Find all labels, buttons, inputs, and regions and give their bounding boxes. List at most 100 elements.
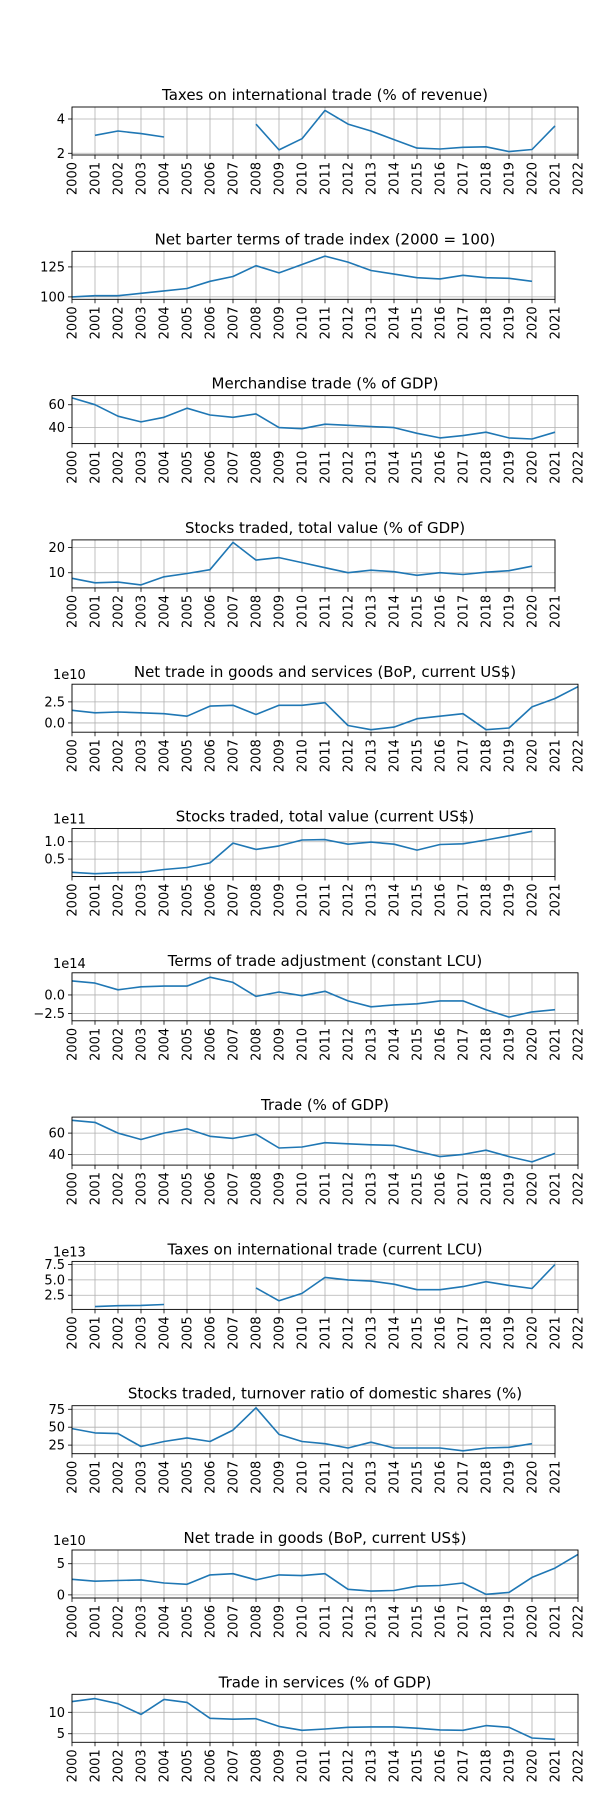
series-line bbox=[71, 1553, 579, 1596]
x-tick-label: 2002 bbox=[112, 162, 127, 195]
x-tick-label: 2009 bbox=[273, 306, 288, 339]
x-tick-label: 2006 bbox=[204, 1028, 219, 1061]
chart-panel-7: 2000 2001 2002 2003 2004 2005 2006 2007 2008 2009… bbox=[48, 1096, 586, 1205]
x-tick-label: 2003 bbox=[135, 739, 150, 772]
series-line bbox=[71, 830, 533, 875]
y-tick-label: 0 bbox=[57, 1588, 65, 1603]
x-tick-label: 2009 bbox=[273, 451, 288, 484]
x-tick-label: 2019 bbox=[503, 884, 518, 917]
x-tick-label: 2012 bbox=[342, 1605, 357, 1638]
y-tick-label: 0.0 bbox=[44, 988, 65, 1003]
x-tick-label: 2021 bbox=[549, 1749, 564, 1782]
x-tick-label: 2014 bbox=[388, 1749, 403, 1782]
x-tick-label: 2011 bbox=[319, 1172, 334, 1205]
x-tick-label: 2017 bbox=[457, 1749, 472, 1782]
x-tick-label: 2007 bbox=[227, 306, 242, 339]
x-tick-label: 2015 bbox=[411, 1172, 426, 1205]
x-tick-label: 2006 bbox=[204, 1749, 219, 1782]
chart-panel-6: 2000 2001 2002 2003 2004 2005 2006 2007 2008 2009… bbox=[33, 952, 586, 1061]
x-tick-label: 2007 bbox=[227, 451, 242, 484]
x-tick-label: 2012 bbox=[342, 451, 357, 484]
x-tick-label: 2009 bbox=[273, 1028, 288, 1061]
x-tick-label: 2006 bbox=[204, 1461, 219, 1494]
x-tick-label: 2015 bbox=[411, 1605, 426, 1638]
x-tick-label: 2019 bbox=[503, 451, 518, 484]
x-tick-label: 2015 bbox=[411, 739, 426, 772]
x-tick-label: 2011 bbox=[319, 884, 334, 917]
plot-frame bbox=[71, 1260, 579, 1310]
chart-title: Trade (% of GDP) bbox=[260, 1096, 389, 1114]
chart-title: Net trade in goods (BoP, current US$) bbox=[184, 1529, 467, 1547]
x-tick-label: 2005 bbox=[181, 162, 196, 195]
x-tick-label: 2009 bbox=[273, 162, 288, 195]
x-tick-label: 2011 bbox=[319, 1316, 334, 1349]
x-tick-label: 2005 bbox=[181, 595, 196, 628]
chart-title: Taxes on international trade (current LC… bbox=[167, 1240, 483, 1258]
x-tick-label: 2003 bbox=[135, 1605, 150, 1638]
x-tick-label: 2015 bbox=[411, 884, 426, 917]
x-tick-label: 2017 bbox=[457, 1028, 472, 1061]
y-tick-label: 1.0 bbox=[44, 835, 65, 850]
plot-frame bbox=[71, 1116, 579, 1166]
x-tick-label: 2014 bbox=[388, 451, 403, 484]
x-tick-label: 2011 bbox=[319, 739, 334, 772]
y-tick-label: 2 bbox=[57, 147, 65, 162]
y-tick-label: 60 bbox=[48, 398, 65, 413]
series-line bbox=[71, 685, 579, 731]
y-tick-label: 5.0 bbox=[44, 1273, 65, 1288]
x-tick-label: 2004 bbox=[158, 739, 173, 772]
x-tick-label: 2001 bbox=[89, 451, 104, 484]
y-tick-label: 2.5 bbox=[44, 1289, 65, 1304]
x-tick-label: 2020 bbox=[526, 1028, 541, 1061]
x-tick-label: 2010 bbox=[296, 739, 311, 772]
x-tick-label: 2010 bbox=[296, 1461, 311, 1494]
x-tick-label: 2012 bbox=[342, 1172, 357, 1205]
x-tick-label: 2016 bbox=[434, 1749, 449, 1782]
x-tick-label: 2010 bbox=[296, 884, 311, 917]
x-tick-label: 2014 bbox=[388, 1028, 403, 1061]
x-tick-label: 2006 bbox=[204, 884, 219, 917]
x-tick-label: 2005 bbox=[181, 739, 196, 772]
x-tick-label: 2007 bbox=[227, 1461, 242, 1494]
y-tick-label: 50 bbox=[48, 1421, 65, 1436]
x-tick-label: 2008 bbox=[250, 1172, 265, 1205]
x-tick-label: 2007 bbox=[227, 739, 242, 772]
chart-title: Terms of trade adjustment (constant LCU) bbox=[167, 952, 483, 970]
x-tick-label: 2001 bbox=[89, 1316, 104, 1349]
x-tick-label: 2004 bbox=[158, 884, 173, 917]
x-tick-label: 2016 bbox=[434, 1605, 449, 1638]
x-tick-label: 2013 bbox=[365, 739, 380, 772]
plot-frame bbox=[71, 539, 556, 589]
x-tick-label: 2021 bbox=[549, 595, 564, 628]
y-tick-label: 5 bbox=[57, 1557, 65, 1572]
chart-title: Net barter terms of trade index (2000 = … bbox=[155, 230, 496, 248]
axis-offset-text: 1e13 bbox=[53, 1245, 86, 1260]
x-tick-label: 2007 bbox=[227, 1028, 242, 1061]
x-tick-label: 2003 bbox=[135, 1172, 150, 1205]
x-tick-label: 2015 bbox=[411, 595, 426, 628]
x-tick-label: 2020 bbox=[526, 1172, 541, 1205]
x-tick-label: 2018 bbox=[480, 1172, 495, 1205]
y-tick-label: −2.5 bbox=[33, 1007, 65, 1022]
x-tick-label: 2012 bbox=[342, 1316, 357, 1349]
x-tick-label: 2003 bbox=[135, 884, 150, 917]
y-tick-label: 40 bbox=[48, 1148, 65, 1163]
x-tick-label: 2010 bbox=[296, 1172, 311, 1205]
x-tick-label: 2013 bbox=[365, 162, 380, 195]
x-tick-label: 2001 bbox=[89, 1605, 104, 1638]
x-tick-label: 2018 bbox=[480, 306, 495, 339]
x-tick-label: 2000 bbox=[66, 1316, 81, 1349]
x-tick-label: 2012 bbox=[342, 595, 357, 628]
x-tick-label: 2013 bbox=[365, 1172, 380, 1205]
x-tick-label: 2007 bbox=[227, 884, 242, 917]
x-tick-label: 2020 bbox=[526, 1605, 541, 1638]
x-tick-label: 2010 bbox=[296, 451, 311, 484]
x-tick-label: 2000 bbox=[66, 451, 81, 484]
plot-frame bbox=[71, 395, 579, 445]
x-tick-label: 2005 bbox=[181, 1749, 196, 1782]
x-tick-label: 2017 bbox=[457, 306, 472, 339]
series-line bbox=[71, 976, 556, 1018]
chart-panel-8: 2000 2001 2002 2003 2004 2005 2006 2007 2008 2009… bbox=[44, 1240, 586, 1349]
x-tick-label: 2008 bbox=[250, 595, 265, 628]
